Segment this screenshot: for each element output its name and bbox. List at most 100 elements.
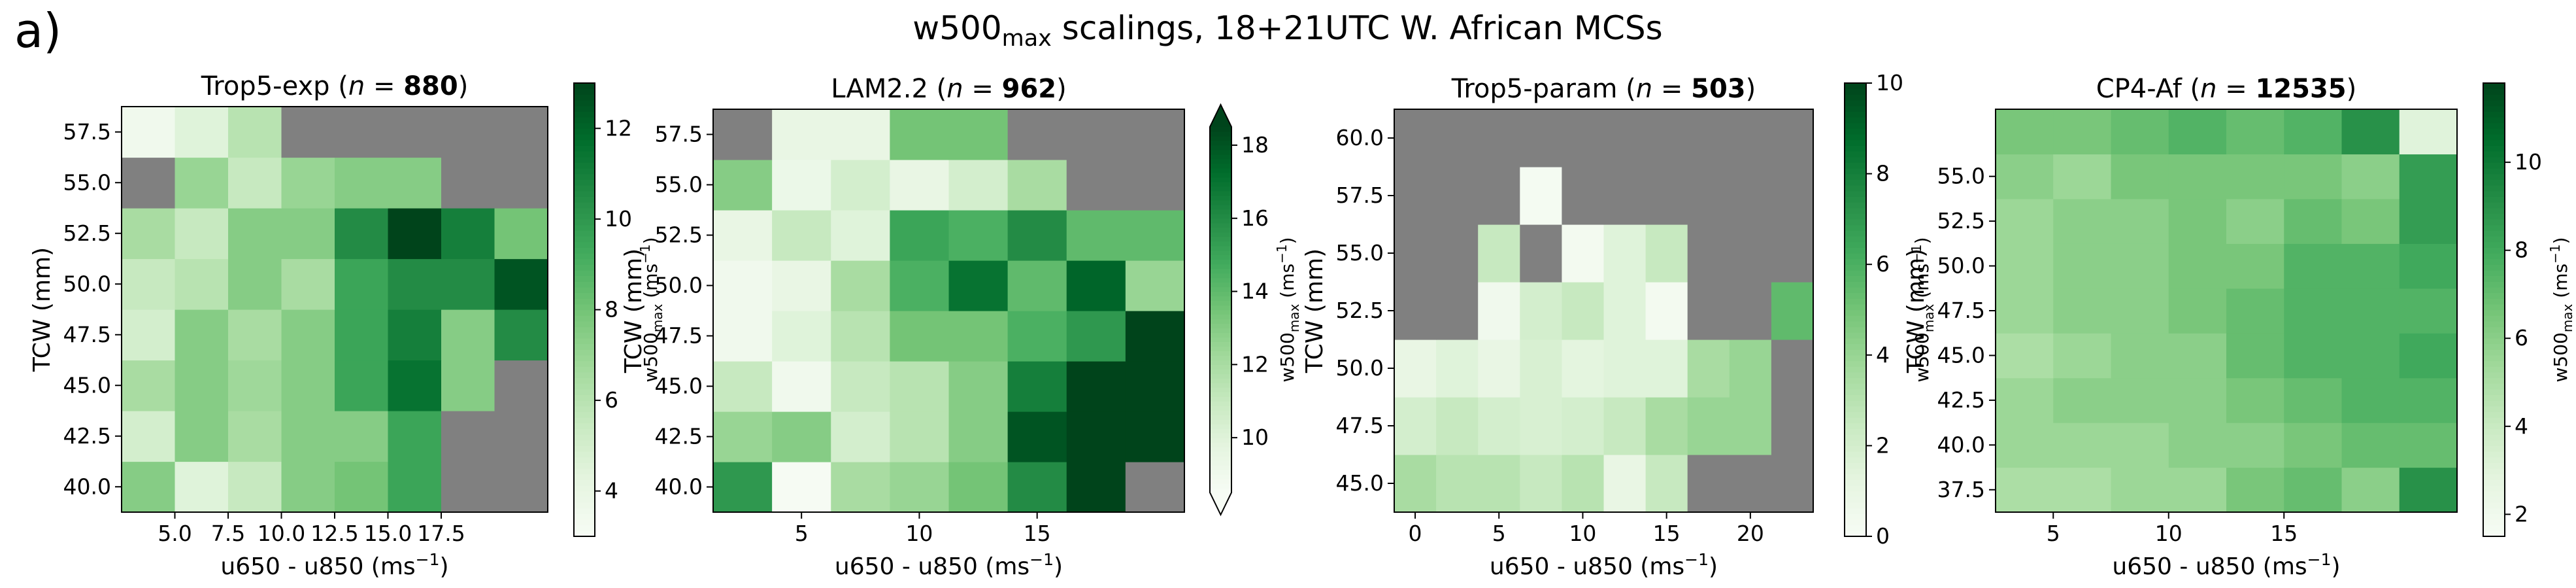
heatmap-cell bbox=[1729, 282, 1772, 340]
colorbar-segment bbox=[574, 241, 595, 248]
heatmap-cell bbox=[2226, 423, 2284, 468]
heatmap-cell bbox=[228, 157, 282, 209]
heatmap-cell bbox=[1996, 377, 2054, 423]
colorbar-segment bbox=[2483, 462, 2505, 469]
heatmap-cell bbox=[1771, 282, 1814, 340]
colorbar-segment bbox=[574, 513, 595, 520]
colorbar-segment bbox=[2483, 88, 2505, 95]
figure-title-rest: scalings, 18+21UTC W. African MCSs bbox=[1052, 9, 1663, 47]
y-tick-label: 50.0 bbox=[1336, 355, 1384, 381]
colorbar-tick-label: 10 bbox=[1876, 70, 1903, 95]
x-axis-label-text: u650 - u850 (ms bbox=[835, 553, 1029, 580]
colorbar-segment bbox=[2483, 224, 2505, 231]
colorbar-segment bbox=[1210, 232, 1231, 237]
heatmap-cell bbox=[1603, 282, 1647, 340]
x-tick-label: 7.5 bbox=[211, 521, 245, 546]
y-tick-label: 52.5 bbox=[655, 222, 703, 248]
heatmap-cell bbox=[2053, 243, 2112, 289]
heatmap-cell bbox=[1066, 109, 1126, 160]
colorbar-segment bbox=[574, 355, 595, 362]
colorbar-segment bbox=[1845, 196, 1866, 203]
heatmap-cell bbox=[1520, 397, 1562, 455]
heatmap-cell bbox=[1478, 455, 1520, 513]
panel-title-open: ( bbox=[330, 71, 348, 101]
heatmap-cell bbox=[1645, 282, 1688, 340]
colorbar-segment bbox=[574, 94, 595, 101]
colorbar-tick-label: 4 bbox=[605, 478, 618, 504]
heatmap-cell bbox=[388, 309, 442, 361]
heatmap-cell bbox=[1125, 462, 1185, 513]
heatmap-cell bbox=[1687, 455, 1730, 513]
colorbar-label: w500max (ms−1) bbox=[1274, 237, 1302, 382]
colorbar-segment bbox=[574, 252, 595, 260]
heatmap-cell bbox=[2111, 377, 2169, 423]
heatmap-cell bbox=[1394, 282, 1437, 340]
colorbar-segment bbox=[1845, 156, 1866, 163]
x-axis-label: u650 - u850 (ms−1) bbox=[1490, 550, 1718, 580]
heatmap-cell bbox=[1996, 467, 2054, 513]
colorbar-segment bbox=[1210, 451, 1231, 457]
heatmap-cell bbox=[2341, 423, 2400, 468]
colorbar-segment bbox=[1845, 213, 1866, 220]
figure-title-sub: max bbox=[1002, 26, 1052, 52]
colorbar-segment bbox=[2483, 128, 2505, 135]
colorbar-segment bbox=[1210, 456, 1231, 461]
colorbar-segment bbox=[2483, 440, 2505, 446]
colorbar-segment bbox=[1210, 268, 1231, 274]
heatmap-cell bbox=[890, 361, 950, 412]
heatmap-cell bbox=[713, 311, 773, 362]
heatmap-cell bbox=[2226, 467, 2284, 513]
heatmap-cell bbox=[388, 107, 442, 158]
heatmap-cell bbox=[1645, 167, 1688, 225]
heatmap-cell bbox=[2053, 109, 2112, 155]
heatmap-cell bbox=[335, 157, 389, 209]
heatmap-cell bbox=[1771, 167, 1814, 225]
colorbar-label-main: w500 bbox=[1277, 332, 1298, 382]
colorbar-segment bbox=[1210, 158, 1231, 164]
heatmap-cell bbox=[1520, 455, 1562, 513]
heatmap-cell bbox=[2399, 377, 2458, 423]
colorbar-segment bbox=[1845, 530, 1866, 537]
heatmap-cell bbox=[2399, 288, 2458, 334]
heatmap-cell bbox=[1562, 109, 1605, 167]
heatmap-cell bbox=[1562, 339, 1605, 398]
heatmap-cell bbox=[890, 411, 950, 462]
colorbar-segment bbox=[2483, 105, 2505, 112]
colorbar-segment bbox=[1845, 389, 1866, 396]
heatmap-cell bbox=[1771, 397, 1814, 455]
colorbar-extend-min bbox=[1210, 493, 1231, 515]
heatmap-cell bbox=[713, 411, 773, 462]
heatmap-cell bbox=[228, 461, 282, 513]
heatmap-cell bbox=[1729, 224, 1772, 283]
heatmap-cell bbox=[388, 461, 442, 513]
heatmap-cell bbox=[228, 411, 282, 462]
heatmap-cell bbox=[2053, 333, 2112, 379]
heatmap-cell bbox=[1603, 109, 1647, 167]
colorbar-segment bbox=[1845, 343, 1866, 350]
heatmap-cell bbox=[1125, 311, 1185, 362]
heatmap-cell bbox=[2053, 467, 2112, 513]
colorbar-segment bbox=[574, 491, 595, 497]
colorbar-segment bbox=[1210, 154, 1231, 160]
heatmap-cell bbox=[388, 157, 442, 209]
colorbar-segment bbox=[2483, 167, 2505, 175]
colorbar-segment bbox=[1210, 172, 1231, 178]
colorbar-segment bbox=[574, 320, 595, 328]
heatmap-cell bbox=[2111, 154, 2169, 199]
heatmap-cell bbox=[1478, 397, 1520, 455]
y-axis-label: TCW (mm) bbox=[620, 249, 647, 373]
colorbar-segment bbox=[1845, 485, 1866, 492]
heatmap-cell bbox=[1125, 160, 1185, 211]
colorbar-tick-label: 2 bbox=[1876, 432, 1890, 458]
colorbar-segment bbox=[1210, 300, 1231, 306]
colorbar-segment bbox=[1210, 323, 1231, 329]
colorbar-segment bbox=[574, 167, 595, 175]
heatmap-cell bbox=[441, 309, 495, 361]
colorbar-segment bbox=[574, 326, 595, 333]
colorbar-segment bbox=[2483, 247, 2505, 254]
colorbar-tick-label: 18 bbox=[1241, 132, 1269, 158]
colorbar-segment bbox=[1210, 410, 1231, 415]
heatmap-cell bbox=[2111, 467, 2169, 513]
colorbar-segment bbox=[1210, 245, 1231, 251]
